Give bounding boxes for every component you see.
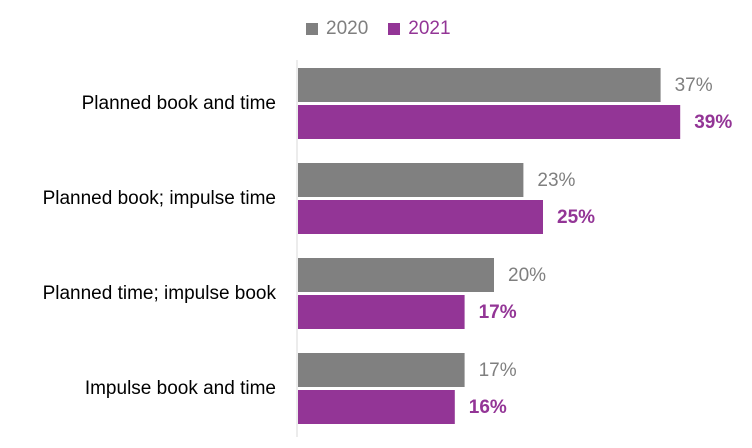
category-label: Impulse book and time xyxy=(85,378,276,399)
data-label-2021: 17% xyxy=(479,302,517,323)
legend-label-2020: 2020 xyxy=(326,18,369,39)
legend-item-2021: 2021 xyxy=(388,18,451,40)
bar-2020 xyxy=(298,353,465,387)
data-label-2021: 39% xyxy=(694,112,732,133)
legend-label-2021: 2021 xyxy=(408,18,451,39)
bar-2021 xyxy=(298,390,455,424)
bar-2020 xyxy=(298,258,494,292)
legend-swatch-2021 xyxy=(388,23,401,35)
bar-2021 xyxy=(298,295,465,329)
category-label: Planned book; impulse time xyxy=(43,188,276,209)
data-label-2020: 23% xyxy=(537,170,575,191)
bar-2021 xyxy=(298,105,681,139)
bar-2021 xyxy=(298,200,543,234)
data-label-2021: 16% xyxy=(469,397,507,418)
bar-2020 xyxy=(298,163,524,197)
legend-swatch-2020 xyxy=(306,23,318,35)
legend: 2020 2021 xyxy=(306,18,451,40)
category-label: Planned time; impulse book xyxy=(43,283,277,304)
category-label: Planned book and time xyxy=(82,93,276,114)
data-label-2020: 20% xyxy=(508,265,546,286)
bar-2020 xyxy=(298,68,661,102)
data-label-2021: 25% xyxy=(557,207,595,228)
data-label-2020: 17% xyxy=(479,360,517,381)
data-label-2020: 37% xyxy=(675,75,713,96)
legend-item-2020: 2020 xyxy=(306,18,368,40)
